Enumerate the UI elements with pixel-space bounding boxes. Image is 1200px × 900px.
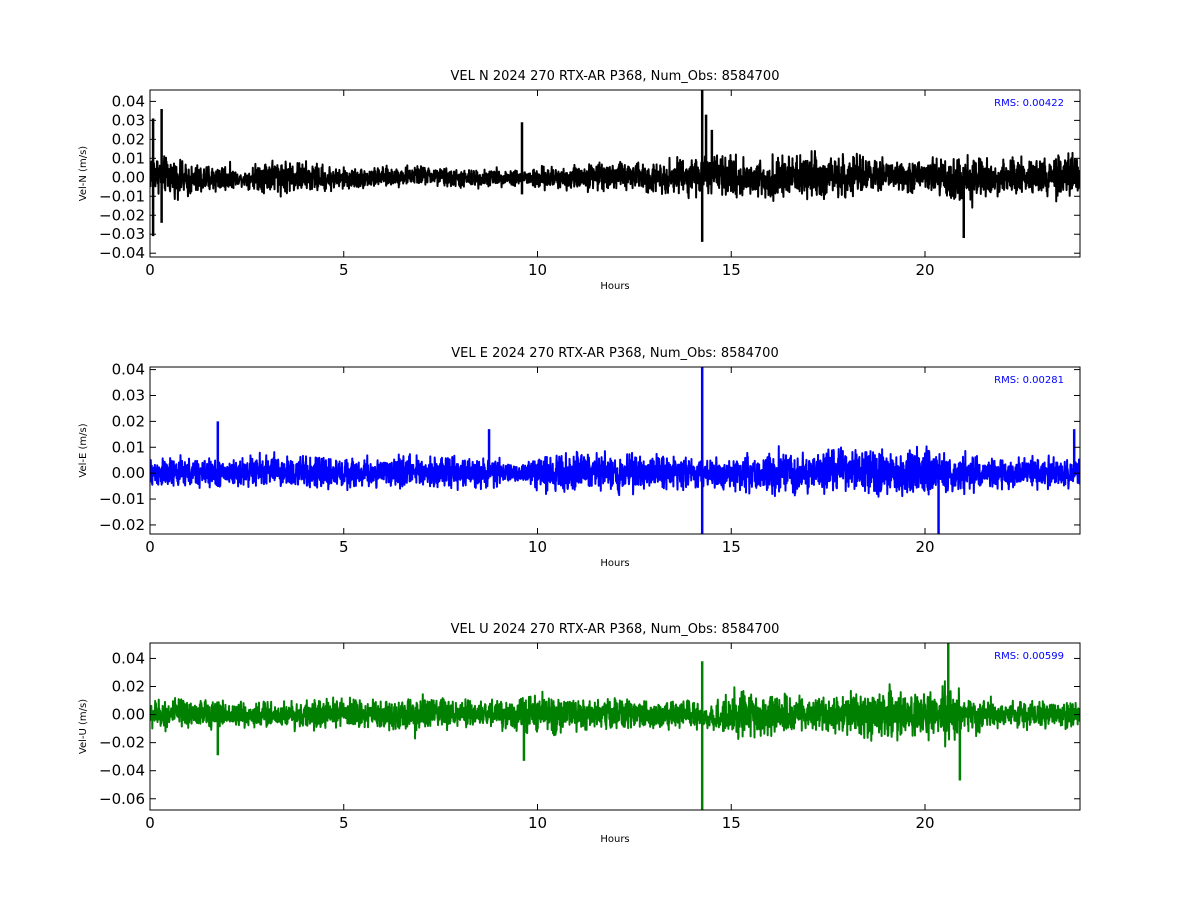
x-tick-label: 5 xyxy=(339,261,349,279)
y-tick-label: 0.00 xyxy=(112,168,145,186)
y-tick-label: −0.02 xyxy=(99,516,145,534)
x-tick-label: 0 xyxy=(145,814,155,832)
y-tick-label: 0.04 xyxy=(112,361,145,379)
axes-frame xyxy=(149,89,1081,258)
subplot-title: VEL U 2024 270 RTX-AR P368, Num_Obs: 858… xyxy=(451,622,780,637)
subplot-up: VEL U 2024 270 RTX-AR P368, Num_Obs: 858… xyxy=(78,622,1081,845)
y-tick-label: −0.04 xyxy=(99,244,145,262)
axes-frame xyxy=(149,642,1081,811)
x-axis-label: Hours xyxy=(600,281,629,292)
x-tick-label: 0 xyxy=(145,538,155,556)
x-axis-label: Hours xyxy=(600,558,629,569)
x-tick-label: 20 xyxy=(915,538,934,556)
series-line-north xyxy=(150,150,1080,209)
rms-annotation: RMS: 0.00599 xyxy=(994,651,1064,662)
y-tick-label: 0.03 xyxy=(112,386,145,404)
y-tick-label: −0.02 xyxy=(99,734,145,752)
y-tick-label: −0.02 xyxy=(99,206,145,224)
x-tick-label: 5 xyxy=(339,814,349,832)
x-tick-label: 15 xyxy=(722,261,741,279)
y-tick-label: 0.02 xyxy=(112,130,145,148)
x-tick-label: 15 xyxy=(722,538,741,556)
x-tick-label: 10 xyxy=(528,261,547,279)
subplot-north: VEL N 2024 270 RTX-AR P368, Num_Obs: 858… xyxy=(78,69,1081,292)
subplot-title: VEL E 2024 270 RTX-AR P368, Num_Obs: 858… xyxy=(451,346,778,361)
x-tick-label: 10 xyxy=(528,814,547,832)
x-axis-label: Hours xyxy=(600,834,629,845)
subplot-title: VEL N 2024 270 RTX-AR P368, Num_Obs: 858… xyxy=(451,69,780,84)
y-tick-label: 0.00 xyxy=(112,464,145,482)
x-tick-label: 20 xyxy=(915,814,934,832)
rms-annotation: RMS: 0.00281 xyxy=(994,375,1064,386)
y-tick-label: −0.06 xyxy=(99,790,145,808)
x-tick-label: 15 xyxy=(722,814,741,832)
y-tick-label: 0.04 xyxy=(112,649,145,667)
subplot-east: VEL E 2024 270 RTX-AR P368, Num_Obs: 858… xyxy=(78,346,1081,569)
y-tick-label: −0.01 xyxy=(99,187,145,205)
y-axis-label: Vel-U (m/s) xyxy=(78,699,89,754)
y-tick-label: −0.03 xyxy=(99,225,145,243)
subplots: VEL N 2024 270 RTX-AR P368, Num_Obs: 858… xyxy=(78,69,1081,845)
y-tick-label: 0.00 xyxy=(112,706,145,724)
y-tick-label: 0.01 xyxy=(112,438,145,456)
y-tick-label: 0.03 xyxy=(112,111,145,129)
series-line-east xyxy=(150,445,1080,498)
x-tick-label: 5 xyxy=(339,538,349,556)
y-tick-label: −0.04 xyxy=(99,762,145,780)
y-tick-label: −0.01 xyxy=(99,490,145,508)
y-tick-label: 0.01 xyxy=(112,149,145,167)
series-line-up xyxy=(150,680,1080,748)
rms-annotation: RMS: 0.00422 xyxy=(994,98,1064,109)
x-tick-label: 0 xyxy=(145,261,155,279)
y-tick-label: 0.02 xyxy=(112,678,145,696)
axes-frame xyxy=(149,366,1081,535)
y-tick-label: 0.02 xyxy=(112,412,145,430)
y-tick-label: 0.04 xyxy=(112,92,145,110)
y-axis-label: Vel-N (m/s) xyxy=(78,146,89,201)
y-axis-label: Vel-E (m/s) xyxy=(78,423,89,477)
x-tick-label: 20 xyxy=(915,261,934,279)
x-tick-label: 10 xyxy=(528,538,547,556)
